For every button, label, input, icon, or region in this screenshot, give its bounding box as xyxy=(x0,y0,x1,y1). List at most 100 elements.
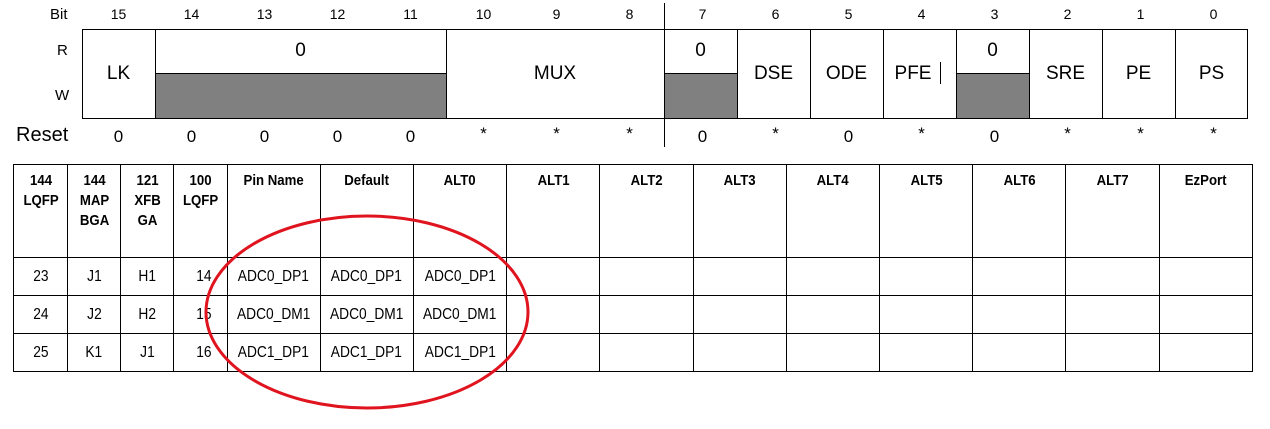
table-cell xyxy=(785,333,881,372)
bit-number: 10 xyxy=(475,6,492,22)
column-header: ALT5 xyxy=(884,164,968,258)
pin-mux-table: 144 LQFP 144 MAP BGA 121 XFB GA 100 LQFP Pin Name D… xyxy=(12,164,1254,372)
reset-value: * xyxy=(772,124,779,143)
column-header-text: 144 LQFP xyxy=(22,172,59,209)
column-header-text: Pin Name xyxy=(243,172,304,189)
table-cell: H1 xyxy=(120,257,175,296)
bit-number: 9 xyxy=(552,6,561,22)
table-cell xyxy=(599,295,694,334)
bit-number: 8 xyxy=(625,6,634,22)
bit-number: 0 xyxy=(1209,6,1218,22)
reset-value: 0 xyxy=(259,127,270,146)
column-header-text: Default xyxy=(344,172,390,189)
field-reserved-high: 0 xyxy=(295,40,306,61)
column-header-text: ALT2 xyxy=(630,172,663,189)
column-header-text: ALT6 xyxy=(1003,172,1036,189)
table-cell xyxy=(972,257,1067,296)
table-cell xyxy=(599,333,694,372)
field-reserved-bit3: 0 xyxy=(987,40,998,61)
reset-value: * xyxy=(480,124,487,143)
table-row: 24 J2 H2 15 ADC0_DM1 ADC0_DM1 ADC0_DM1 xyxy=(12,295,1254,334)
table-cell xyxy=(879,295,974,334)
column-header-text: 121 XFB GA xyxy=(134,172,161,229)
table-cell: 15 xyxy=(173,295,228,334)
table-cell xyxy=(692,257,787,296)
table-cell xyxy=(692,333,787,372)
table-cell xyxy=(1158,295,1254,334)
bit-row-label: Bit xyxy=(50,6,68,23)
reset-value: 0 xyxy=(332,127,343,146)
field-sre: SRE xyxy=(1045,63,1086,84)
column-header: ALT3 xyxy=(698,164,782,258)
table-row: 23 J1 H1 14 ADC0_DP1 ADC0_DP1 ADC0_DP1 xyxy=(12,257,1254,296)
table-cell xyxy=(1065,257,1160,296)
bit-number: 2 xyxy=(1063,6,1072,22)
reserved-write-bit-3 xyxy=(956,73,1029,118)
field-lk: LK xyxy=(106,63,131,84)
bit-number: 4 xyxy=(917,6,926,22)
reset-value: 0 xyxy=(843,127,854,146)
column-header: 144 LQFP xyxy=(16,164,65,258)
reset-value: 0 xyxy=(989,127,1000,146)
field-pe: PE xyxy=(1125,63,1152,84)
table-cell: J1 xyxy=(120,333,175,372)
column-header-text: ALT1 xyxy=(537,172,570,189)
table-cell: ADC0_DP1 xyxy=(319,257,414,296)
bit-number: 11 xyxy=(403,6,418,22)
bit-number: 1 xyxy=(1136,6,1145,22)
bit-number: 13 xyxy=(256,6,273,22)
column-header: ALT2 xyxy=(605,164,688,258)
column-header: 144 MAP BGA xyxy=(70,164,119,258)
table-cell xyxy=(506,295,601,334)
bit-number: 14 xyxy=(183,6,200,22)
reset-value: * xyxy=(1137,124,1144,143)
column-header: Default xyxy=(325,164,409,258)
reserved-write-bits-14-11 xyxy=(155,73,446,118)
table-cell: 14 xyxy=(173,257,228,296)
reset-value: 0 xyxy=(113,127,124,146)
reset-value: 0 xyxy=(697,127,708,146)
table-cell: 24 xyxy=(12,295,69,334)
table-cell: ADC1_DP1 xyxy=(412,333,508,372)
table-cell: ADC0_DM1 xyxy=(412,295,508,334)
column-header: EzPort xyxy=(1164,164,1248,258)
field-mux: MUX xyxy=(533,63,577,84)
table-cell: J1 xyxy=(67,257,122,296)
field-reserved-bit7: 0 xyxy=(695,40,706,61)
table-cell: 25 xyxy=(12,333,69,372)
column-header: ALT7 xyxy=(1071,164,1155,258)
table-cell: ADC0_DM1 xyxy=(319,295,414,334)
table-cell xyxy=(506,333,601,372)
table-row: 25 K1 J1 16 ADC1_DP1 ADC1_DP1 ADC1_DP1 xyxy=(12,333,1254,372)
table-cell xyxy=(1158,333,1254,372)
reset-value: 0 xyxy=(405,127,416,146)
table-cell: ADC1_DP1 xyxy=(226,333,321,372)
table-cell xyxy=(1065,333,1160,372)
table-cell xyxy=(879,333,974,372)
bit-number: 3 xyxy=(990,6,999,22)
table-cell xyxy=(692,295,787,334)
column-header: ALT1 xyxy=(511,164,595,258)
column-header: 121 XFB GA xyxy=(123,164,172,258)
write-row-label: W xyxy=(55,87,70,104)
column-header: ALT0 xyxy=(418,164,502,258)
reset-value: * xyxy=(1210,124,1217,143)
reset-value: 0 xyxy=(186,127,197,146)
read-row-label: R xyxy=(57,42,68,59)
column-header-text: ALT5 xyxy=(910,172,943,189)
table-cell: ADC1_DP1 xyxy=(319,333,414,372)
table-cell xyxy=(879,257,974,296)
field-ps: PS xyxy=(1198,63,1225,84)
column-header-text: 144 MAP BGA xyxy=(79,172,109,229)
field-pfe: PFE xyxy=(894,63,932,84)
column-header-text: ALT3 xyxy=(723,172,756,189)
table-cell: 16 xyxy=(173,333,228,372)
table-cell: J2 xyxy=(67,295,122,334)
table-cell xyxy=(1158,257,1254,296)
table-cell: H2 xyxy=(120,295,175,334)
table-cell: ADC0_DP1 xyxy=(226,257,321,296)
bit-number: 15 xyxy=(110,6,127,22)
table-cell xyxy=(972,295,1067,334)
reset-value: * xyxy=(626,124,633,143)
column-header-text: ALT4 xyxy=(816,172,849,189)
